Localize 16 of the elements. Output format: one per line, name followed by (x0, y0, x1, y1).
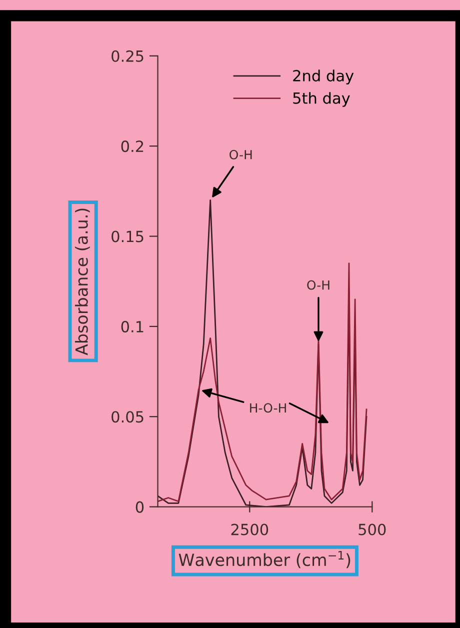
annotation: H-O-H (250, 403, 286, 413)
x-tick-label: 500 (358, 524, 386, 536)
x-axis-title: Wavenumber (cm$^{−1}$) (178, 551, 350, 568)
y-axis-title: Absorbance (a.u.) (74, 208, 90, 356)
legend-label: 5th day (293, 92, 350, 107)
line-series (158, 262, 368, 502)
y-tick-label: 0.2 (121, 140, 144, 152)
annotation: O-H (230, 150, 252, 160)
y-tick-label: 0.1 (121, 320, 144, 332)
legend-label: 2nd day (293, 70, 354, 84)
y-tick-label: 0 (136, 501, 144, 513)
annotation: O-H (307, 280, 330, 290)
x-tick-label: 2500 (231, 524, 268, 536)
y-tick-label: 0.15 (112, 230, 144, 242)
y-tick-label: 0.25 (112, 50, 144, 62)
y-tick-label: 0.05 (112, 411, 144, 423)
